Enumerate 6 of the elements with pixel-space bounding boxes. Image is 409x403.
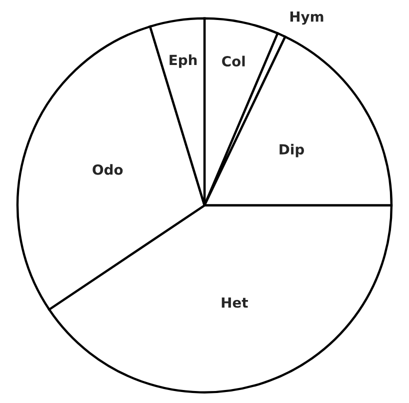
slice-label: Col — [222, 56, 245, 67]
slice-label: Het — [222, 297, 248, 308]
slice-label: Dip — [280, 144, 304, 158]
slice-label: Odo — [92, 164, 123, 175]
slice-label: Hym — [290, 12, 324, 25]
slice-label: Eph — [170, 54, 197, 68]
